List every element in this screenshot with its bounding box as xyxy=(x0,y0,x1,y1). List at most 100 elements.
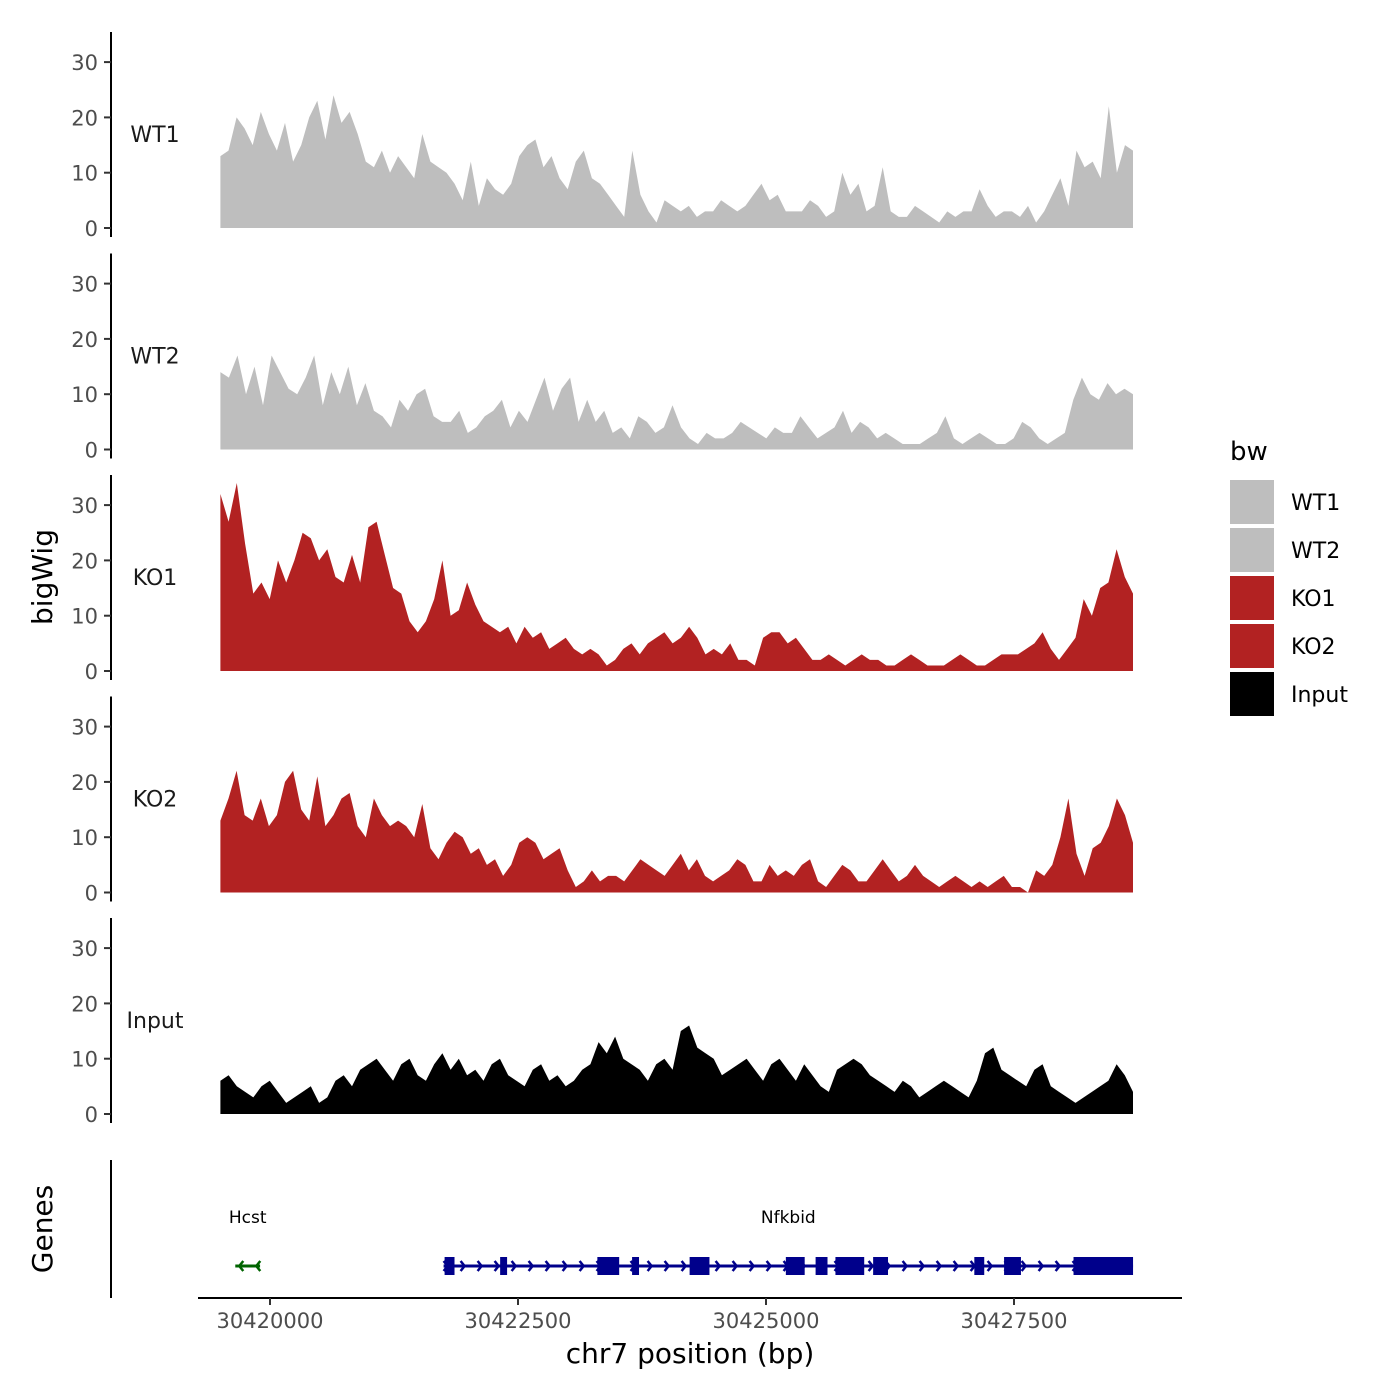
exon-block xyxy=(689,1257,710,1275)
exon-block xyxy=(597,1257,620,1275)
signal-tracks: 0 10 20 30 WT1 0 10 20 30 WT2 0 10 20 30 KO1 0 10 20 30 KO2… xyxy=(71,32,1133,1127)
y-tick-label: 10 xyxy=(71,383,98,407)
strand-arrow xyxy=(714,1260,722,1272)
gene-nfkbid: Nfkbid xyxy=(442,1208,1134,1275)
y-tick-label: 20 xyxy=(71,106,98,130)
track-label-ko1: KO1 xyxy=(133,566,178,591)
x-axis: 30420000 30422500 30425000 30427500 xyxy=(198,1297,1182,1333)
legend-item-input: Input xyxy=(1230,672,1348,716)
legend-key-ko2 xyxy=(1230,624,1274,668)
y-tick-label: 10 xyxy=(71,605,98,629)
y-tick-label: 10 xyxy=(71,826,98,850)
exon-block xyxy=(500,1257,508,1275)
exon-block xyxy=(444,1257,455,1275)
track-label-wt1: WT1 xyxy=(130,123,179,148)
y-tick-label: 10 xyxy=(71,1048,98,1072)
strand-arrow xyxy=(527,1260,535,1272)
strand-arrow xyxy=(237,1260,245,1272)
track-ko1: 0 10 20 30 KO1 xyxy=(71,475,1133,684)
track-input: 0 10 20 30 Input xyxy=(71,918,1133,1127)
x-tick-label: 30420000 xyxy=(217,1309,324,1333)
y-tick-label: 0 xyxy=(85,882,98,906)
legend-item-ko2: KO2 xyxy=(1230,624,1336,668)
y-tick-label: 20 xyxy=(71,328,98,352)
exon-block xyxy=(785,1257,805,1275)
y-tick-label: 0 xyxy=(85,439,98,463)
exon-block xyxy=(835,1257,865,1275)
strand-arrow xyxy=(952,1260,960,1272)
y-tick-label: 30 xyxy=(71,494,98,518)
x-tick-label: 30422500 xyxy=(465,1309,572,1333)
track-label-input: Input xyxy=(127,1009,184,1034)
strand-arrow xyxy=(731,1260,739,1272)
y-tick-label: 0 xyxy=(85,1103,98,1127)
gene-label-hcst: Hcst xyxy=(229,1208,267,1228)
strand-arrow xyxy=(561,1260,569,1272)
exon-block xyxy=(974,1257,985,1275)
legend-label-wt1: WT1 xyxy=(1291,491,1340,516)
strand-arrow xyxy=(986,1260,994,1272)
legend-key-wt1 xyxy=(1230,480,1274,524)
legend-items: WT1 WT2 KO1 KO2 Input xyxy=(1230,480,1348,716)
y-tick-label: 20 xyxy=(71,771,98,795)
strand-arrow xyxy=(680,1260,688,1272)
legend: bw WT1 WT2 KO1 KO2 Input xyxy=(1230,437,1348,716)
track-ko2: 0 10 20 30 KO2 xyxy=(71,696,1133,906)
track-label-ko2: KO2 xyxy=(133,788,178,813)
strand-arrow xyxy=(748,1260,756,1272)
legend-key-wt2 xyxy=(1230,528,1274,572)
signal-area-wt2 xyxy=(220,355,1133,450)
y-axis-title: bigWig xyxy=(26,529,59,625)
genes-axis-title: Genes xyxy=(26,1185,59,1273)
x-tick-label: 30427500 xyxy=(961,1309,1068,1333)
y-tick-label: 30 xyxy=(71,937,98,961)
strand-arrow xyxy=(544,1260,552,1272)
x-axis-title: chr7 position (bp) xyxy=(566,1337,815,1370)
legend-label-wt2: WT2 xyxy=(1291,539,1340,564)
signal-area-ko1 xyxy=(220,483,1133,671)
legend-item-ko1: KO1 xyxy=(1230,576,1336,620)
y-tick-label: 20 xyxy=(71,549,98,573)
y-tick-label: 0 xyxy=(85,217,98,241)
legend-key-ko1 xyxy=(1230,576,1274,620)
strand-arrow xyxy=(646,1260,654,1272)
exon-block xyxy=(632,1257,640,1275)
strand-arrow xyxy=(1037,1260,1045,1272)
strand-arrow xyxy=(765,1260,773,1272)
gene-models: Hcst Nfkbid xyxy=(229,1208,1134,1275)
y-tick-label: 30 xyxy=(71,716,98,740)
genes-panel: Hcst Nfkbid xyxy=(110,1160,1134,1298)
strand-arrow xyxy=(1054,1260,1062,1272)
strand-arrow xyxy=(510,1260,518,1272)
signal-area-input xyxy=(220,1025,1133,1114)
legend-label-input: Input xyxy=(1291,683,1348,708)
legend-title: bw xyxy=(1230,437,1268,467)
track-label-wt2: WT2 xyxy=(130,345,179,370)
legend-label-ko2: KO2 xyxy=(1291,635,1336,660)
exon-block xyxy=(873,1257,889,1275)
strand-arrow xyxy=(663,1260,671,1272)
gene-label-nfkbid: Nfkbid xyxy=(761,1208,816,1228)
signal-area-ko2 xyxy=(220,770,1133,893)
legend-label-ko1: KO1 xyxy=(1291,587,1336,612)
strand-arrow xyxy=(459,1260,467,1272)
strand-arrow xyxy=(901,1260,909,1272)
y-tick-label: 0 xyxy=(85,660,98,684)
legend-item-wt2: WT2 xyxy=(1230,528,1340,572)
x-tick-label: 30425000 xyxy=(713,1309,820,1333)
strand-arrow xyxy=(935,1260,943,1272)
legend-item-wt1: WT1 xyxy=(1230,480,1340,524)
strand-arrow xyxy=(867,1260,875,1272)
exon-block xyxy=(1004,1257,1021,1275)
strand-arrow xyxy=(493,1260,501,1272)
strand-arrow xyxy=(476,1260,484,1272)
exon-block xyxy=(1073,1257,1134,1275)
track-wt2: 0 10 20 30 WT2 xyxy=(71,253,1133,463)
strand-arrow xyxy=(918,1260,926,1272)
y-tick-label: 30 xyxy=(71,51,98,75)
gene-hcst: Hcst xyxy=(229,1208,267,1272)
signal-area-wt1 xyxy=(220,95,1133,228)
strand-arrow xyxy=(1020,1260,1028,1272)
track-wt1: 0 10 20 30 WT1 xyxy=(71,32,1133,241)
